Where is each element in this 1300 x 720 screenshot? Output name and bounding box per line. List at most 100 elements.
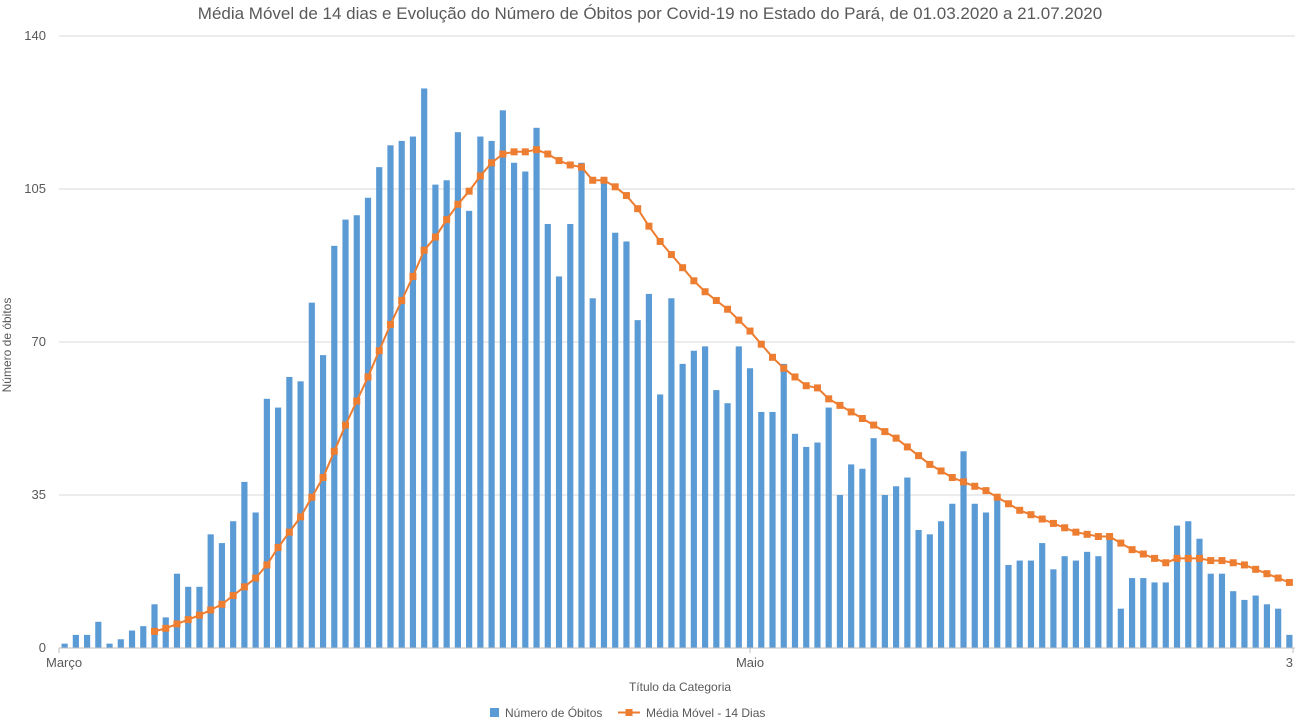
moving-average-point xyxy=(319,474,327,482)
bar xyxy=(1061,556,1068,648)
y-tick-label: 70 xyxy=(32,334,46,349)
bar xyxy=(454,132,461,648)
moving-average-point xyxy=(409,272,417,280)
moving-average-point xyxy=(1229,559,1237,567)
moving-average-point xyxy=(948,474,956,482)
moving-average-point xyxy=(589,176,597,184)
bar xyxy=(982,512,990,648)
bar xyxy=(668,298,675,648)
bar xyxy=(1128,578,1136,648)
moving-average-point xyxy=(892,434,900,442)
moving-average-point xyxy=(1263,570,1271,578)
moving-average-point xyxy=(926,460,934,468)
moving-average-point xyxy=(1274,574,1282,582)
moving-average-point xyxy=(1106,533,1114,541)
moving-average-point xyxy=(544,150,552,158)
moving-average-point xyxy=(769,353,777,361)
bar xyxy=(218,543,226,648)
moving-average-point xyxy=(993,493,1001,501)
moving-average-point xyxy=(330,447,338,455)
bar xyxy=(926,534,933,648)
bar xyxy=(1241,599,1248,648)
bar xyxy=(623,241,630,648)
legend-line-marker xyxy=(625,709,633,716)
y-tick-label: 105 xyxy=(24,181,46,196)
moving-average-point xyxy=(566,161,574,169)
moving-average-point xyxy=(398,296,406,304)
moving-average-point xyxy=(825,395,833,403)
bar xyxy=(791,433,799,648)
moving-average-point xyxy=(1285,578,1293,586)
y-axis-label: Número de óbitos xyxy=(0,298,14,393)
bar xyxy=(937,521,945,648)
bar xyxy=(1263,604,1270,648)
bar xyxy=(1027,560,1035,648)
bar xyxy=(466,210,473,648)
moving-average-point xyxy=(870,421,878,429)
bar xyxy=(769,411,776,648)
moving-average-point xyxy=(746,327,754,335)
moving-average-point xyxy=(285,528,293,536)
moving-average-point xyxy=(1162,559,1170,567)
y-axis-ticks: 0 35 70 105 140 xyxy=(24,28,46,655)
moving-average-point xyxy=(465,187,473,195)
moving-average-point xyxy=(1027,511,1035,519)
bar xyxy=(342,219,349,648)
bar xyxy=(443,180,450,648)
moving-average-point xyxy=(151,627,159,635)
bar xyxy=(1039,543,1046,648)
bar xyxy=(544,223,551,648)
y-tick-label: 35 xyxy=(32,487,46,502)
bar xyxy=(207,534,214,648)
moving-average-point xyxy=(600,176,608,184)
bar xyxy=(780,363,787,648)
moving-average-point xyxy=(431,233,439,241)
moving-average-point xyxy=(1173,554,1181,562)
moving-average-point xyxy=(701,288,709,296)
x-tick-label: 3 xyxy=(1286,655,1293,670)
bar xyxy=(510,162,518,648)
bar xyxy=(376,167,383,648)
bar xyxy=(140,626,147,648)
bar xyxy=(836,495,844,648)
moving-average-point xyxy=(263,561,271,569)
bar xyxy=(61,643,68,648)
moving-average-point xyxy=(1207,557,1215,565)
moving-average-point xyxy=(488,159,496,167)
moving-average-point xyxy=(1195,554,1203,562)
moving-average-point xyxy=(1128,546,1136,554)
moving-average-series xyxy=(151,146,1293,635)
bar xyxy=(319,355,327,648)
moving-average-point xyxy=(645,222,653,230)
bar xyxy=(117,639,124,648)
bar xyxy=(1252,595,1259,648)
bar xyxy=(555,276,563,648)
bar-series xyxy=(61,88,1293,649)
bar xyxy=(567,223,574,648)
moving-average-point xyxy=(510,148,518,156)
moving-average-point xyxy=(1072,528,1080,536)
bar xyxy=(263,398,270,648)
moving-average-point xyxy=(937,467,945,475)
moving-average-point xyxy=(375,347,383,355)
bar xyxy=(657,394,664,648)
moving-average-point xyxy=(252,574,260,582)
bar xyxy=(477,136,484,649)
moving-average-point xyxy=(342,421,350,429)
bar xyxy=(1106,538,1113,648)
moving-average-point xyxy=(1004,500,1012,508)
moving-average-point xyxy=(533,146,541,154)
moving-average-point xyxy=(386,321,394,329)
moving-average-point xyxy=(1016,506,1024,514)
moving-average-point xyxy=(1184,554,1192,562)
moving-average-point xyxy=(903,443,911,451)
legend-line-label: Média Móvel - 14 Dias xyxy=(646,706,765,720)
bar xyxy=(600,180,608,648)
moving-average-point xyxy=(297,513,305,521)
moving-average-point xyxy=(162,624,170,632)
moving-average-point xyxy=(577,163,585,171)
bar xyxy=(409,136,417,649)
bar xyxy=(589,298,596,648)
moving-average-point xyxy=(971,482,979,490)
